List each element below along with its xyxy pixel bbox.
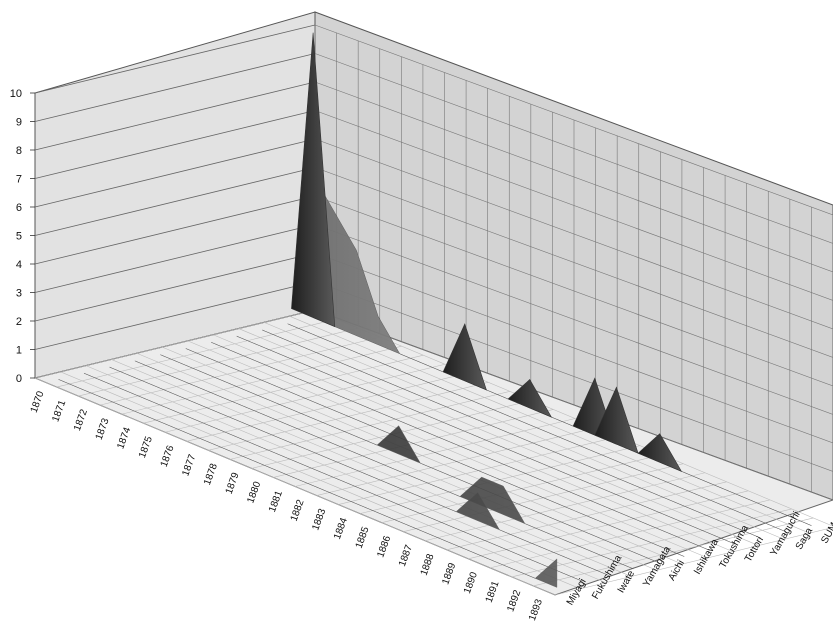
x-tick-label-1884: 1884	[332, 516, 350, 541]
grid-line-floor-pref	[111, 359, 632, 577]
x-tick-label-1892: 1892	[505, 588, 523, 613]
grid-line-floor-pref	[314, 309, 833, 527]
grid-line-side	[34, 281, 316, 350]
x-tick-label-1878: 1878	[202, 462, 220, 487]
x-tick-label-1879: 1879	[224, 471, 242, 496]
series-strip-aichi	[159, 354, 660, 564]
grid-line-floor-pref	[213, 334, 734, 553]
x-tick-label-1876: 1876	[159, 444, 177, 469]
grid-line-floor-pref	[136, 352, 657, 571]
x-tick-label-1877: 1877	[180, 453, 198, 478]
grid-line-side	[34, 138, 316, 208]
x-tick-label-1891: 1891	[484, 579, 502, 604]
y-tick-label: 2	[16, 316, 22, 328]
y-axis-ticks: 0 1 2 3 4 5 6 7 8 9 10	[10, 88, 35, 385]
series-strip-miyagi	[58, 379, 558, 588]
x-tick-label-1873: 1873	[94, 417, 112, 442]
grid-line-floor-pref	[289, 315, 810, 534]
x-tick-label-1882: 1882	[289, 498, 307, 523]
series-strip-tokushima	[210, 341, 711, 551]
y-tick-label: 6	[16, 202, 22, 214]
y-tick-label: 10	[10, 88, 22, 100]
x-tick-label-1886: 1886	[375, 534, 393, 559]
x-tick-label-1885: 1885	[354, 525, 372, 550]
series-strip-yamagata	[134, 360, 634, 570]
grid-line-floor-pref	[34, 377, 556, 596]
grid-lines	[34, 24, 833, 596]
peak-1870	[291, 32, 336, 328]
z-tick-label-saga: Saga	[794, 526, 815, 552]
y-tick-label: 0	[16, 373, 22, 385]
series-strips	[58, 174, 812, 588]
grid-line-side	[34, 53, 316, 122]
x-tick-label-1870: 1870	[29, 389, 47, 414]
peak-1884	[594, 386, 639, 454]
grid-line-side	[34, 224, 316, 293]
peak-1886	[637, 433, 683, 472]
grid-line-side	[34, 24, 316, 94]
grid-line-floor-year	[554, 527, 833, 596]
grid-line-floor-pref	[162, 346, 683, 565]
series-strip-ishikawa	[185, 348, 685, 557]
y-tick-label: 9	[16, 117, 22, 129]
grid-line-side	[34, 167, 316, 236]
peak-1877	[442, 323, 487, 391]
x-tick-label-1874: 1874	[115, 426, 133, 451]
y-tick-label: 1	[16, 345, 22, 357]
grid-line-floor-pref	[187, 340, 708, 559]
grid-line-side	[34, 81, 316, 151]
x-tick-label-1875: 1875	[137, 435, 155, 460]
grid-line-floor-pref	[85, 365, 607, 583]
grid-line-floor-pref	[238, 328, 759, 546]
x-tick-label-1887: 1887	[397, 543, 415, 568]
y-tick-label: 7	[16, 174, 22, 186]
grid-line-side	[34, 110, 316, 179]
z-tick-label-aichi: Aichi	[667, 558, 687, 582]
grid-line-side	[34, 252, 316, 322]
series-strip-iwate	[109, 366, 609, 576]
x-tick-label-1881: 1881	[267, 489, 285, 514]
z-tick-label-sum: SUM	[819, 521, 833, 546]
grid-line-floor-pref	[60, 371, 581, 590]
x-tick-label-1871: 1871	[50, 398, 68, 423]
x-tick-label-1888: 1888	[419, 552, 437, 577]
x-tick-label-1872: 1872	[72, 407, 90, 432]
grid-line-side	[34, 195, 316, 265]
x-tick-label-1893: 1893	[527, 597, 545, 622]
y-tick-label: 5	[16, 231, 22, 243]
series-strip-yamaguchi	[261, 329, 761, 539]
x-tick-label-1889: 1889	[440, 561, 458, 586]
x-tick-label-1880: 1880	[245, 480, 263, 505]
series-strip-tottori	[236, 335, 736, 545]
x-tick-label-1890: 1890	[462, 570, 480, 595]
x-tick-label-1883: 1883	[310, 507, 328, 532]
y-tick-label: 3	[16, 288, 22, 300]
z-tick-label-tottori: Tottori	[743, 535, 766, 564]
y-tick-label: 8	[16, 145, 22, 157]
grid-line-floor-pref	[263, 322, 785, 540]
peaks	[291, 32, 683, 472]
peak-1880	[507, 379, 553, 418]
y-tick-label: 4	[16, 259, 22, 271]
series-strip-saga	[287, 323, 787, 533]
grid-line-floor-year	[34, 309, 316, 379]
